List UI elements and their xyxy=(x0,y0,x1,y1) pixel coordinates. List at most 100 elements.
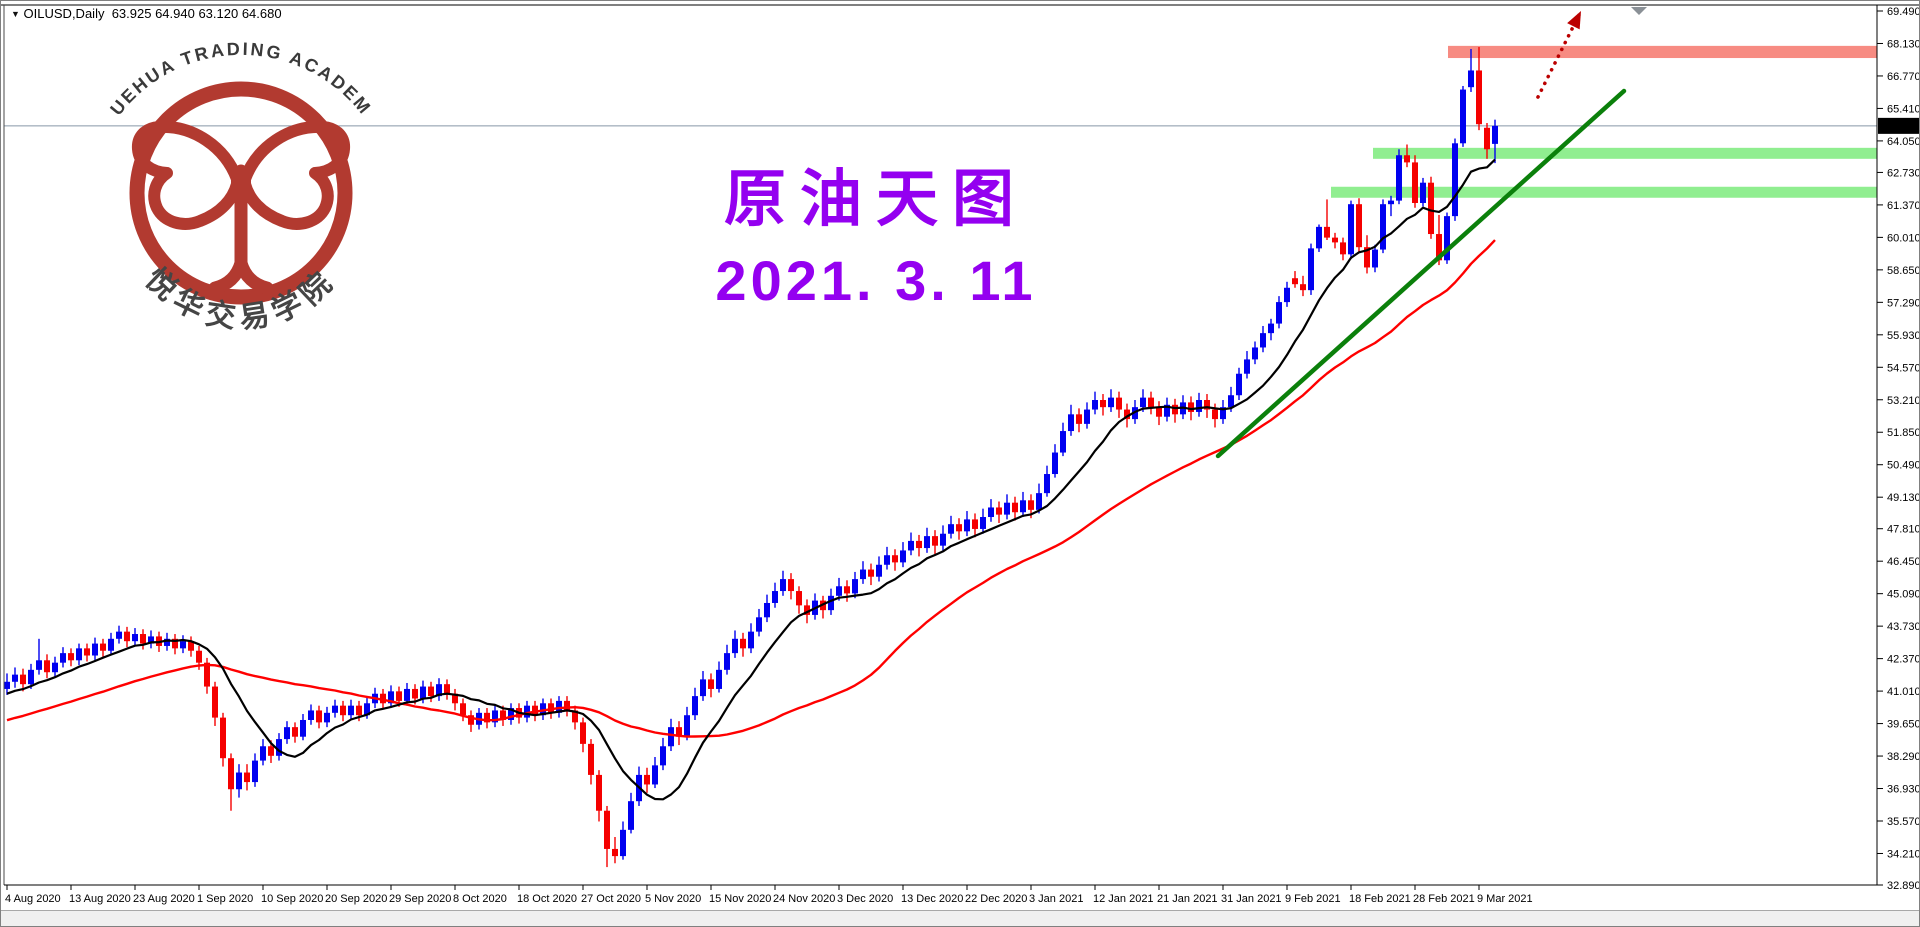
candle[interactable] xyxy=(412,688,418,699)
candle[interactable] xyxy=(508,708,514,720)
candle[interactable] xyxy=(348,705,354,716)
candle[interactable] xyxy=(716,669,722,689)
candle[interactable] xyxy=(1340,242,1346,255)
candle[interactable] xyxy=(940,533,946,546)
candle[interactable] xyxy=(1316,226,1322,249)
candle[interactable] xyxy=(1460,89,1466,144)
support-zone-2[interactable] xyxy=(1331,186,1877,198)
candle[interactable] xyxy=(1084,409,1090,424)
candle[interactable] xyxy=(852,579,858,594)
candle[interactable] xyxy=(164,638,170,646)
candle[interactable] xyxy=(436,684,442,697)
candle[interactable] xyxy=(876,564,882,577)
candle[interactable] xyxy=(804,605,810,615)
candle[interactable] xyxy=(1236,373,1242,396)
candle[interactable] xyxy=(892,555,898,563)
candle[interactable] xyxy=(292,727,298,737)
candle[interactable] xyxy=(1036,493,1042,510)
candle[interactable] xyxy=(116,631,122,639)
candle[interactable] xyxy=(1060,431,1066,453)
candle[interactable] xyxy=(404,688,410,701)
candle[interactable] xyxy=(1228,395,1234,408)
candle[interactable] xyxy=(108,638,114,651)
candle[interactable] xyxy=(148,636,154,644)
candle[interactable] xyxy=(1092,400,1098,410)
candle[interactable] xyxy=(324,712,330,723)
candle[interactable] xyxy=(1172,404,1178,415)
candle[interactable] xyxy=(28,669,34,685)
candle[interactable] xyxy=(308,710,314,720)
candle[interactable] xyxy=(1012,502,1018,513)
candle[interactable] xyxy=(236,772,242,790)
candle[interactable] xyxy=(860,569,866,580)
candle[interactable] xyxy=(388,691,394,704)
candle[interactable] xyxy=(1244,359,1250,374)
candle[interactable] xyxy=(564,700,570,711)
candle[interactable] xyxy=(252,760,258,783)
candle[interactable] xyxy=(1028,500,1034,510)
candle[interactable] xyxy=(1444,216,1450,261)
candle[interactable] xyxy=(1068,414,1074,432)
candle[interactable] xyxy=(772,591,778,603)
candle[interactable] xyxy=(828,595,834,611)
candle[interactable] xyxy=(868,569,874,577)
candle[interactable] xyxy=(4,681,10,689)
candle[interactable] xyxy=(732,638,738,654)
breakout-arrow[interactable] xyxy=(1536,9,1583,99)
candle[interactable] xyxy=(452,693,458,704)
candle[interactable] xyxy=(780,579,786,592)
candle[interactable] xyxy=(1388,200,1394,205)
candle[interactable] xyxy=(1364,247,1370,268)
candle[interactable] xyxy=(100,643,106,651)
candle[interactable] xyxy=(92,643,98,656)
candle[interactable] xyxy=(140,634,146,644)
candle[interactable] xyxy=(428,686,434,697)
candle[interactable] xyxy=(196,650,202,663)
candle[interactable] xyxy=(1052,452,1058,475)
symbol-dropdown-icon[interactable]: ▼ xyxy=(11,9,20,19)
candle[interactable] xyxy=(380,693,386,704)
candle[interactable] xyxy=(84,648,90,656)
candle[interactable] xyxy=(620,829,626,857)
candle[interactable] xyxy=(948,524,954,534)
candle[interactable] xyxy=(740,638,746,649)
candle[interactable] xyxy=(724,653,730,670)
candle[interactable] xyxy=(1044,474,1050,494)
candle[interactable] xyxy=(588,743,594,775)
candle[interactable] xyxy=(1292,278,1298,285)
candle[interactable] xyxy=(1356,204,1362,248)
candle[interactable] xyxy=(1108,397,1114,408)
candle[interactable] xyxy=(1372,249,1378,268)
candle[interactable] xyxy=(532,705,538,716)
candle[interactable] xyxy=(964,519,970,532)
candle[interactable] xyxy=(1492,125,1498,144)
candle[interactable] xyxy=(468,715,474,725)
candle[interactable] xyxy=(1124,409,1130,420)
candle[interactable] xyxy=(68,653,74,661)
candle[interactable] xyxy=(692,696,698,716)
candle[interactable] xyxy=(676,727,682,737)
candle[interactable] xyxy=(700,679,706,697)
candle[interactable] xyxy=(1396,155,1402,201)
candle[interactable] xyxy=(484,712,490,723)
candle[interactable] xyxy=(268,746,274,756)
time-axis[interactable]: 4 Aug 2020 13 Aug 2020 23 Aug 2020 1 Sep 20… xyxy=(5,885,1533,905)
candle[interactable] xyxy=(1196,400,1202,412)
candle[interactable] xyxy=(1252,347,1258,360)
candle[interactable] xyxy=(660,746,666,766)
candle[interactable] xyxy=(980,517,986,529)
candle[interactable] xyxy=(1300,284,1306,291)
candle[interactable] xyxy=(52,662,58,673)
candle[interactable] xyxy=(1140,397,1146,408)
candle[interactable] xyxy=(836,586,842,596)
candle[interactable] xyxy=(76,648,82,661)
candle[interactable] xyxy=(1468,70,1474,88)
candle[interactable] xyxy=(132,634,138,642)
candle[interactable] xyxy=(524,705,530,718)
candle[interactable] xyxy=(996,507,1002,515)
candle[interactable] xyxy=(276,739,282,756)
candle[interactable] xyxy=(420,686,426,699)
candle[interactable] xyxy=(500,710,506,720)
candle[interactable] xyxy=(652,765,658,785)
